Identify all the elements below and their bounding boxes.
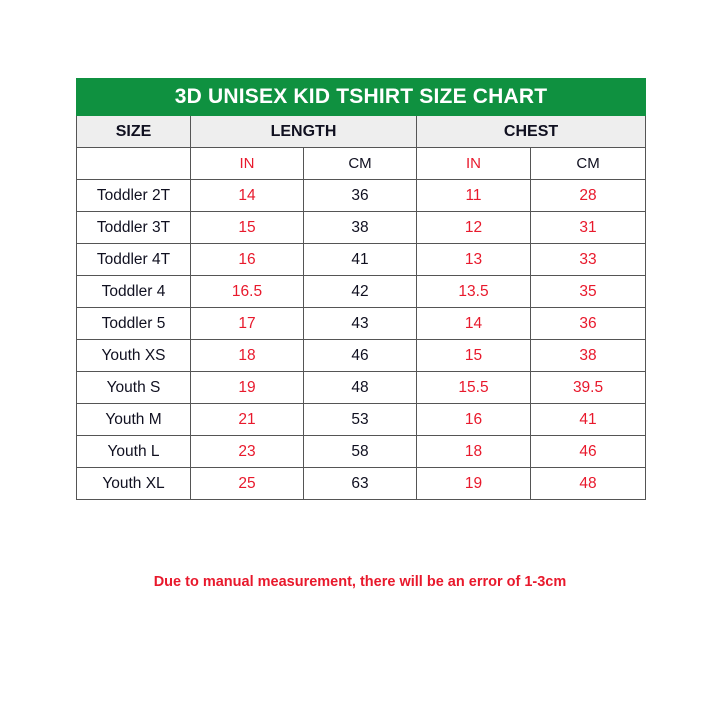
- cell-length-in: 25: [190, 467, 304, 500]
- unit-header-length-cm: CM: [303, 147, 417, 180]
- cell-length-in: 14: [190, 179, 304, 212]
- size-chart-container: 3D UNISEX KID TSHIRT SIZE CHART SIZE LEN…: [75, 78, 647, 500]
- cell-chest-in: 19: [416, 467, 531, 500]
- cell-chest-cm: 35: [529, 275, 647, 308]
- cell-length-in: 18: [190, 339, 304, 372]
- unit-header-chest-cm: CM: [529, 147, 647, 180]
- chart-title: 3D UNISEX KID TSHIRT SIZE CHART: [75, 78, 647, 116]
- cell-length-cm: 36: [303, 179, 417, 212]
- unit-header-chest-in: IN: [416, 147, 531, 180]
- table-row: Youth L 23 58 18 46: [76, 435, 647, 468]
- cell-chest-cm: 38: [529, 339, 647, 372]
- unit-header-length-in: IN: [190, 147, 304, 180]
- cell-size: Youth XS: [76, 339, 191, 372]
- cell-chest-cm: 46: [529, 435, 647, 468]
- cell-length-cm: 43: [303, 307, 417, 340]
- cell-length-in: 15: [190, 211, 304, 244]
- cell-chest-in: 15.5: [416, 371, 531, 404]
- cell-length-in: 17: [190, 307, 304, 340]
- cell-chest-cm: 36: [529, 307, 647, 340]
- cell-size: Youth L: [76, 435, 191, 468]
- table-row: Toddler 4 16.5 42 13.5 35: [76, 275, 647, 308]
- cell-chest-cm: 41: [529, 403, 647, 436]
- cell-length-cm: 41: [303, 243, 417, 276]
- cell-length-cm: 53: [303, 403, 417, 436]
- unit-header-row: IN CM IN CM: [76, 147, 647, 180]
- unit-header-size-blank: [76, 147, 191, 180]
- cell-size: Toddler 4: [76, 275, 191, 308]
- group-header-row: SIZE LENGTH CHEST: [76, 115, 647, 148]
- cell-size: Youth S: [76, 371, 191, 404]
- cell-size: Toddler 2T: [76, 179, 191, 212]
- header-chest: CHEST: [415, 115, 647, 148]
- cell-size: Toddler 3T: [76, 211, 191, 244]
- cell-chest-in: 13.5: [416, 275, 531, 308]
- cell-chest-in: 14: [416, 307, 531, 340]
- header-size: SIZE: [76, 115, 191, 148]
- cell-length-in: 19: [190, 371, 304, 404]
- chart-title-row: 3D UNISEX KID TSHIRT SIZE CHART: [75, 78, 647, 116]
- table-row: Youth S 19 48 15.5 39.5: [76, 371, 647, 404]
- cell-chest-in: 11: [416, 179, 531, 212]
- cell-length-cm: 63: [303, 467, 417, 500]
- cell-length-in: 21: [190, 403, 304, 436]
- cell-size: Youth XL: [76, 467, 191, 500]
- cell-chest-cm: 31: [529, 211, 647, 244]
- cell-length-cm: 58: [303, 435, 417, 468]
- cell-chest-in: 13: [416, 243, 531, 276]
- header-length: LENGTH: [190, 115, 417, 148]
- cell-length-cm: 48: [303, 371, 417, 404]
- cell-chest-cm: 48: [529, 467, 647, 500]
- cell-length-in: 16.5: [190, 275, 304, 308]
- table-row: Toddler 2T 14 36 11 28: [76, 179, 647, 212]
- cell-size: Toddler 5: [76, 307, 191, 340]
- cell-size: Toddler 4T: [76, 243, 191, 276]
- table-row: Toddler 5 17 43 14 36: [76, 307, 647, 340]
- cell-length-cm: 38: [303, 211, 417, 244]
- table-row: Toddler 4T 16 41 13 33: [76, 243, 647, 276]
- cell-chest-cm: 39.5: [529, 371, 647, 404]
- table-row: Toddler 3T 15 38 12 31: [76, 211, 647, 244]
- cell-chest-in: 18: [416, 435, 531, 468]
- table-row: Youth M 21 53 16 41: [76, 403, 647, 436]
- cell-chest-cm: 28: [529, 179, 647, 212]
- measurement-disclaimer: Due to manual measurement, there will be…: [153, 574, 567, 590]
- cell-chest-in: 15: [416, 339, 531, 372]
- cell-size: Youth M: [76, 403, 191, 436]
- cell-chest-cm: 33: [529, 243, 647, 276]
- table-row: Youth XS 18 46 15 38: [76, 339, 647, 372]
- table-row: Youth XL 25 63 19 48: [76, 467, 647, 500]
- cell-length-cm: 42: [303, 275, 417, 308]
- cell-chest-in: 16: [416, 403, 531, 436]
- cell-chest-in: 12: [416, 211, 531, 244]
- size-chart-table: 3D UNISEX KID TSHIRT SIZE CHART SIZE LEN…: [75, 78, 647, 500]
- cell-length-cm: 46: [303, 339, 417, 372]
- cell-length-in: 16: [190, 243, 304, 276]
- cell-length-in: 23: [190, 435, 304, 468]
